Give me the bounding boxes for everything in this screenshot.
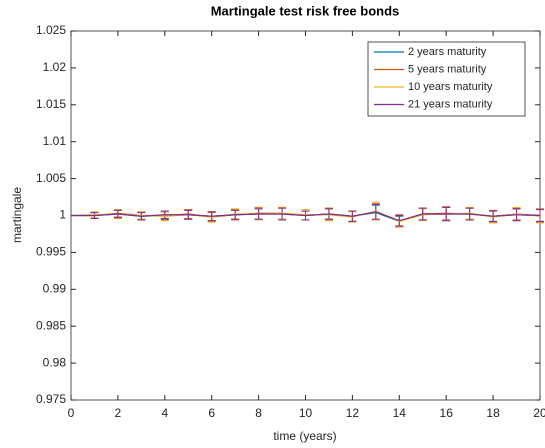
y-tick-label: 0.995	[36, 245, 66, 259]
legend-label: 2 years maturity	[408, 46, 487, 58]
y-tick-label: 0.975	[36, 392, 66, 406]
legend-label: 21 years maturity	[408, 98, 493, 110]
legend-label: 10 years maturity	[408, 81, 493, 93]
x-tick-label: 16	[440, 406, 454, 420]
chart-title: Martingale test risk free bonds	[211, 3, 400, 18]
x-tick-label: 14	[393, 406, 407, 420]
y-axis-label: martingale	[10, 187, 24, 243]
y-tick-label: 1.01	[43, 134, 67, 148]
x-tick-label: 0	[68, 406, 75, 420]
y-tick-label: 1.02	[43, 60, 67, 74]
x-tick-label: 2	[115, 406, 122, 420]
x-tick-label: 18	[486, 406, 500, 420]
y-tick-label: 1.015	[36, 97, 66, 111]
y-tick-label: 1	[59, 208, 66, 222]
y-tick-label: 0.99	[43, 281, 67, 295]
y-tick-label: 0.985	[36, 318, 66, 332]
x-tick-label: 8	[255, 406, 262, 420]
x-tick-label: 4	[161, 406, 168, 420]
y-tick-label: 1.005	[36, 171, 66, 185]
x-tick-label: 6	[208, 406, 215, 420]
x-tick-label: 12	[346, 406, 360, 420]
x-tick-label: 20	[533, 406, 545, 420]
y-tick-label: 1.025	[36, 23, 66, 37]
x-axis-label: time (years)	[273, 429, 336, 443]
legend-label: 5 years maturity	[408, 63, 487, 75]
legend-box	[367, 41, 526, 117]
series-line	[71, 211, 541, 222]
y-tick-label: 0.98	[43, 355, 67, 369]
x-tick-label: 10	[299, 406, 313, 420]
